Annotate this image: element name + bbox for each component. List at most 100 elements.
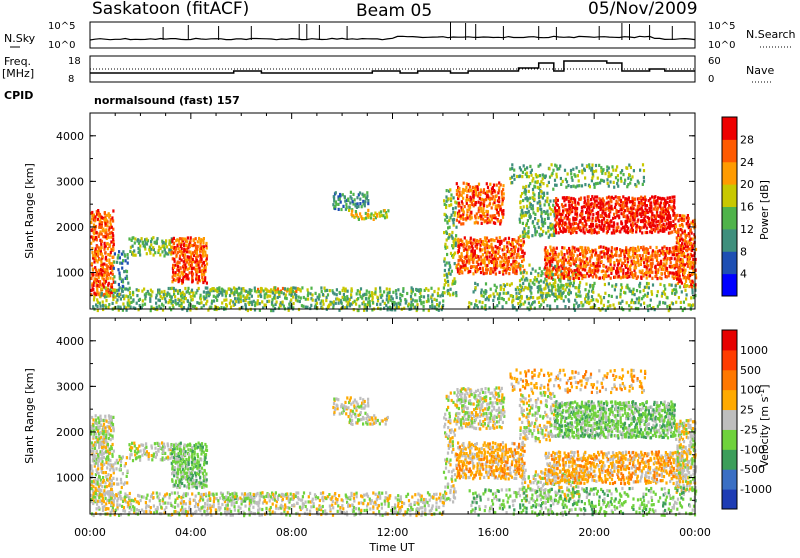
heatmap-cell [463, 182, 465, 185]
heatmap-cell [639, 229, 641, 232]
heatmap-cell [589, 250, 591, 253]
heatmap-cell [467, 216, 469, 219]
heatmap-cell [538, 296, 540, 299]
heatmap-cell [643, 176, 645, 179]
heatmap-cell [240, 291, 242, 294]
heatmap-cell [681, 214, 683, 217]
heatmap-cell [430, 287, 432, 290]
heatmap-cell [350, 191, 352, 194]
heatmap-cell [444, 291, 446, 294]
colorbar-tick-label: 16 [740, 201, 754, 214]
heatmap-cell [273, 296, 275, 299]
heatmap-cell [631, 260, 633, 263]
heatmap-cell [558, 260, 560, 263]
heatmap-cell [631, 204, 633, 207]
heatmap-cell [612, 255, 614, 258]
heatmap-cell [595, 169, 597, 172]
heatmap-cell [613, 197, 615, 200]
heatmap-cell [477, 221, 479, 224]
heatmap-cell [544, 218, 546, 221]
heatmap-cell [119, 262, 121, 265]
heatmap-cell [608, 203, 610, 206]
heatmap-cell [475, 216, 477, 219]
heatmap-cell [656, 224, 658, 227]
heatmap-cell [107, 473, 109, 476]
heatmap-cell [651, 271, 653, 274]
heatmap-cell [581, 209, 583, 212]
heatmap-cell [542, 299, 544, 302]
heatmap-cell [612, 169, 614, 172]
heatmap-cell [186, 240, 188, 243]
heatmap-cell [432, 293, 434, 296]
colorbar-swatch [722, 229, 737, 252]
heatmap-cell [575, 293, 577, 296]
heatmap-cell [655, 274, 657, 277]
heatmap-cell [486, 182, 488, 185]
heatmap-cell [679, 278, 681, 281]
heatmap-cell [300, 296, 302, 299]
heatmap-cell [477, 255, 479, 258]
heatmap-cell [627, 208, 629, 211]
heatmap-cell [548, 203, 550, 206]
heatmap-cell [598, 202, 600, 205]
heatmap-cell [627, 271, 629, 274]
heatmap-cell [540, 208, 542, 211]
heatmap-cell [477, 268, 479, 271]
heatmap-cell [511, 163, 513, 166]
heatmap-cell [159, 253, 161, 256]
heatmap-cell [565, 295, 567, 298]
heatmap-cell [92, 485, 94, 488]
heatmap-cell [561, 276, 563, 279]
heatmap-cell [465, 186, 467, 189]
heatmap-cell [642, 183, 644, 186]
heatmap-cell [620, 276, 622, 279]
heatmap-cell [119, 277, 121, 280]
heatmap-cell [482, 240, 484, 243]
heatmap-cell [396, 296, 398, 299]
heatmap-cell [95, 278, 97, 281]
heatmap-cell [620, 199, 622, 202]
station-title: Saskatoon (fitACF) [92, 0, 249, 19]
heatmap-cell [546, 192, 548, 195]
heatmap-cell [107, 221, 109, 224]
heatmap-cell [555, 257, 557, 260]
heatmap-cell [171, 246, 173, 249]
heatmap-cell [563, 196, 565, 199]
heatmap-cell [651, 277, 653, 280]
heatmap-cell [496, 286, 498, 289]
heatmap-cell [496, 304, 498, 307]
heatmap-cell [632, 291, 634, 294]
heatmap-cell [439, 294, 441, 297]
heatmap-cell [485, 290, 487, 293]
heatmap-cell [192, 305, 194, 308]
heatmap-cell [505, 271, 507, 274]
heatmap-cell [517, 248, 519, 251]
heatmap-cell [603, 277, 605, 280]
heatmap-cell [480, 262, 482, 265]
nave-tick-low: 0 [708, 74, 714, 85]
colorbar-tick-label: 4 [740, 268, 747, 281]
heatmap-cell [161, 250, 163, 253]
heatmap-cell [444, 257, 446, 260]
heatmap-cell [93, 435, 95, 438]
heatmap-cell [502, 216, 504, 219]
heatmap-cell [520, 239, 522, 242]
heatmap-cell [497, 204, 499, 207]
colorbar-tick-label: 8 [740, 245, 747, 258]
heatmap-cell [680, 264, 682, 267]
heatmap-cell [110, 415, 112, 418]
heatmap-cell [664, 272, 666, 275]
heatmap-cell [464, 248, 466, 251]
heatmap-cell [587, 247, 589, 250]
heatmap-cell [598, 197, 600, 200]
heatmap-cell [517, 239, 519, 242]
heatmap-cell [624, 209, 626, 212]
heatmap-cell [573, 304, 575, 307]
heatmap-cell [194, 294, 196, 297]
heatmap-cell [648, 282, 650, 285]
heatmap-cell [591, 295, 593, 298]
heatmap-cell [358, 218, 360, 221]
heatmap-cell [443, 286, 445, 289]
heatmap-cell [532, 188, 534, 191]
